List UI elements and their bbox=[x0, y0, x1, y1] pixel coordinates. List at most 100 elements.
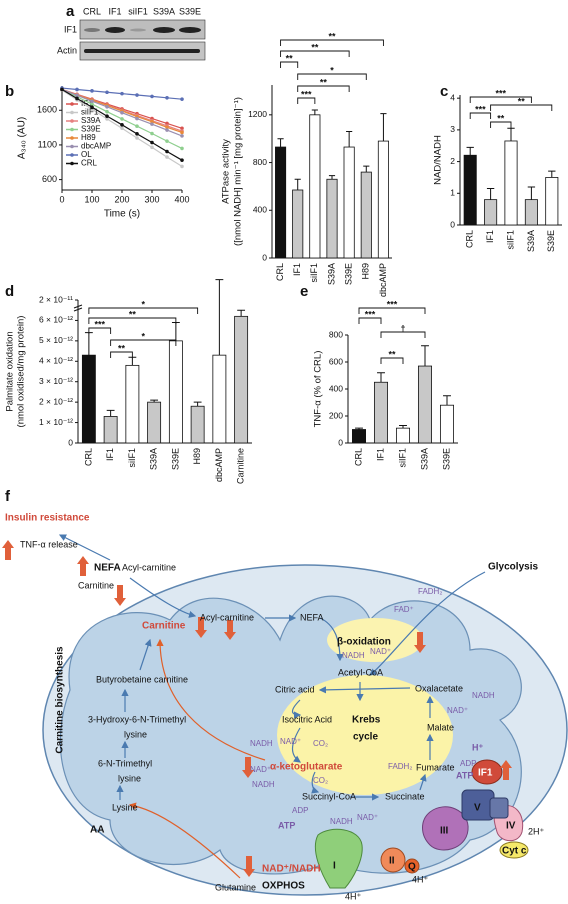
error-bar bbox=[215, 279, 224, 356]
y-tick-label: 1600 bbox=[37, 105, 57, 115]
legend-marker bbox=[70, 110, 74, 115]
x-tick-label: 200 bbox=[114, 194, 129, 204]
diagram-label: cycle bbox=[353, 732, 378, 743]
x-tick-label: CRL bbox=[83, 448, 93, 466]
y-tick-label: 2 × 10⁻¹² bbox=[39, 396, 73, 406]
bar bbox=[292, 189, 304, 259]
y-axis-label: A₃₄₀ (AU) bbox=[17, 117, 28, 159]
significance-bracket bbox=[380, 357, 404, 364]
x-tick-label: siIF1 bbox=[397, 448, 407, 468]
significance-bracket bbox=[280, 50, 350, 57]
x-tick-label: S39A bbox=[526, 230, 536, 252]
point bbox=[120, 110, 124, 115]
significance-label: * bbox=[141, 299, 145, 309]
diagram-label: Krebs bbox=[352, 715, 381, 726]
x-tick-label: CRL bbox=[353, 448, 363, 466]
point bbox=[105, 109, 109, 114]
point bbox=[180, 126, 184, 131]
significance-label: ** bbox=[388, 349, 396, 359]
point bbox=[75, 93, 79, 98]
significance-bracket bbox=[358, 317, 382, 324]
error-bar bbox=[399, 424, 407, 429]
significance-bracket bbox=[280, 39, 384, 46]
y-tick-label: 400 bbox=[253, 205, 267, 215]
diagram-label: II bbox=[389, 856, 395, 867]
x-tick-label: S39E bbox=[344, 263, 354, 285]
point bbox=[165, 139, 169, 143]
diagram-label: ATP bbox=[456, 770, 473, 780]
bar bbox=[439, 404, 454, 444]
x-tick-label: S39E bbox=[441, 448, 451, 470]
diagram-label: Oxalacetate bbox=[415, 683, 463, 693]
bar bbox=[545, 177, 559, 226]
x-axis-label: Time (s) bbox=[104, 209, 140, 220]
y-tick-label: 0 bbox=[68, 437, 73, 447]
lane-label: S39E bbox=[179, 6, 201, 16]
panel-label: f bbox=[5, 488, 11, 505]
x-tick-label: S39E bbox=[170, 448, 180, 470]
error-bar bbox=[380, 113, 387, 142]
diagram-label: NADH bbox=[250, 739, 273, 748]
x-tick-label: 0 bbox=[59, 194, 64, 204]
diagram-label: Fumarate bbox=[416, 762, 455, 772]
western-blot bbox=[79, 19, 206, 61]
significance-bracket bbox=[297, 73, 367, 80]
error-bar bbox=[193, 401, 202, 407]
bar bbox=[524, 199, 538, 226]
error-bar bbox=[363, 165, 370, 173]
y-tick-label: 3 × 10⁻¹² bbox=[39, 376, 73, 386]
point bbox=[75, 87, 79, 92]
error-bar bbox=[548, 170, 556, 178]
diagram-label: 3-Hydroxy-6-N-Trimethyl bbox=[88, 714, 186, 724]
significance-label: *** bbox=[496, 88, 507, 98]
legend-label: S39A bbox=[81, 116, 101, 125]
point bbox=[180, 130, 184, 135]
diagram-label: α-ketoglutarate bbox=[270, 762, 343, 773]
x-tick-label: siIF1 bbox=[309, 263, 319, 283]
legend-marker bbox=[70, 161, 74, 166]
significance-label: ** bbox=[328, 31, 336, 41]
significance-bracket bbox=[380, 331, 426, 338]
diagram-label: Citric acid bbox=[275, 684, 315, 694]
point bbox=[165, 155, 169, 159]
error-bar bbox=[84, 332, 93, 356]
diagram-label: ATP bbox=[278, 820, 295, 830]
significance-label: ** bbox=[118, 343, 126, 353]
x-tick-label: IF1 bbox=[105, 448, 115, 461]
bar bbox=[309, 114, 321, 259]
mitochondrion bbox=[42, 564, 568, 896]
diagram-label: Isocitric Acid bbox=[282, 714, 332, 724]
diagram-label: IF1 bbox=[478, 768, 493, 779]
point bbox=[105, 114, 109, 118]
y-tick-label: 2 × 10⁻¹¹ bbox=[39, 294, 73, 304]
diagram-label: Carnitine bbox=[142, 621, 186, 632]
significance-label: * bbox=[141, 331, 145, 341]
error-bar bbox=[421, 345, 429, 367]
point bbox=[120, 117, 124, 121]
significance-bracket bbox=[490, 121, 512, 128]
diagram-label: β-oxidation bbox=[337, 637, 391, 648]
point bbox=[180, 146, 184, 151]
point bbox=[105, 117, 109, 121]
significance-label: ** bbox=[286, 53, 294, 63]
x-tick-label: IF1 bbox=[485, 230, 495, 243]
lane-label: CRL bbox=[83, 6, 101, 16]
diagram-label: V bbox=[474, 803, 481, 814]
significance-bracket bbox=[110, 351, 133, 358]
diagram-label: AA bbox=[90, 825, 104, 836]
diagram-label: NAD⁺ bbox=[280, 737, 301, 746]
significance-label: † bbox=[400, 323, 405, 333]
point bbox=[180, 164, 184, 169]
point bbox=[150, 145, 154, 150]
diagram-label: Malate bbox=[427, 722, 454, 732]
diagram-label: NAD⁺ bbox=[357, 813, 378, 822]
diagram-label: Carnitine biosynthesis bbox=[55, 646, 66, 754]
significance-bracket bbox=[469, 96, 532, 103]
diagram-label: IV bbox=[506, 821, 516, 832]
point bbox=[120, 91, 124, 96]
point bbox=[90, 89, 94, 93]
bar bbox=[351, 429, 366, 444]
bar bbox=[360, 171, 372, 259]
y-axis-label: Palmitate oxidation bbox=[5, 331, 16, 411]
